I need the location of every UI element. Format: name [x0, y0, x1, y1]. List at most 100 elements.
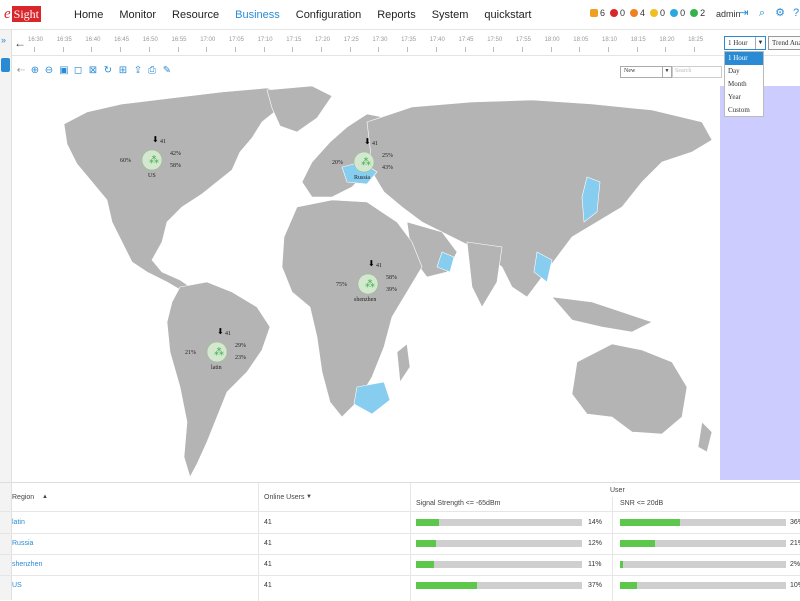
snr-progress-fill	[620, 540, 655, 547]
header-online-users[interactable]: Online Users	[264, 494, 305, 501]
alarm-minor[interactable]: 0	[650, 8, 665, 18]
region-link[interactable]: latin	[12, 519, 25, 526]
back-arrow-icon[interactable]: ←	[14, 36, 26, 50]
header-region[interactable]: Region	[12, 494, 35, 501]
full-screen-icon[interactable]: ◻	[73, 65, 83, 76]
username[interactable]: admin	[716, 9, 741, 19]
site-latin-circle[interactable]	[206, 341, 228, 363]
zoom-in-icon[interactable]: ⊕	[30, 65, 40, 76]
download-icon: ⬇	[364, 137, 371, 146]
timeline-tick	[148, 47, 150, 52]
option-month[interactable]: Month	[728, 80, 747, 88]
edit-icon[interactable]: ✎	[162, 65, 172, 76]
signal-progress-bar	[416, 561, 582, 568]
nav-configuration[interactable]: Configuration	[295, 9, 362, 21]
timeline-tick	[521, 47, 523, 52]
site-shenzhen-circle[interactable]	[357, 273, 379, 295]
timeline-tick-label: 18:00	[544, 37, 560, 43]
column-divider	[410, 483, 411, 601]
row-divider	[0, 533, 800, 534]
header-snr[interactable]: SNR <= 20dB	[620, 500, 664, 507]
alarm-critical[interactable]: 0	[610, 8, 625, 18]
network-node-icon: ⁂	[149, 154, 159, 166]
timeline-tick-label: 17:55	[515, 37, 531, 43]
export-icon[interactable]: ⇪	[133, 65, 143, 76]
snr-progress-fill	[620, 519, 680, 526]
print-icon[interactable]: ⎙	[148, 65, 156, 76]
snr-progress-bar	[620, 561, 786, 568]
nav-business[interactable]: Business	[235, 9, 280, 21]
option-custom[interactable]: Custom	[728, 106, 750, 114]
highlight-oman	[436, 251, 455, 273]
help-icon[interactable]: ?	[792, 7, 800, 19]
snr-progress-bar	[620, 519, 786, 526]
nav-reports[interactable]: Reports	[377, 9, 416, 21]
snr-percent: 36%	[790, 519, 800, 526]
refresh-icon[interactable]: ↻	[103, 65, 113, 76]
sort-icon[interactable]: ▼	[306, 494, 312, 500]
option-1-hour[interactable]: 1 Hour	[725, 52, 763, 65]
site-us-circle[interactable]	[141, 149, 163, 171]
alarm-cleared[interactable]: 2	[690, 8, 705, 18]
time-range-select[interactable]: 1 Hour ▼	[724, 36, 766, 50]
chevron-down-icon[interactable]: ▼	[755, 37, 765, 49]
timeline-tick	[292, 47, 294, 52]
nav-home[interactable]: Home	[74, 9, 104, 21]
map-side-panel	[720, 86, 800, 480]
site-russia-online: 41	[372, 141, 378, 147]
option-year[interactable]: Year	[728, 93, 741, 101]
view-select[interactable]: New ▼	[620, 66, 672, 78]
alarm-info[interactable]: 0	[670, 8, 685, 18]
signal-percent: 37%	[588, 582, 603, 589]
site-markers: ⁂ ⬇ 41 42% 58% 60% US ⁂ ⬇ 41 25% 43% 20%…	[120, 135, 397, 371]
sort-icon[interactable]: ▲	[42, 494, 48, 500]
fit-window-icon[interactable]: ▣	[59, 65, 69, 76]
option-day[interactable]: Day	[728, 67, 740, 75]
expand-icon[interactable]: »	[1, 35, 7, 45]
timeline-tick-label: 16:35	[56, 37, 72, 43]
timeline-tick-label: 18:15	[630, 37, 646, 43]
chevron-down-icon[interactable]: ▼	[662, 67, 671, 77]
search-input[interactable]: Search	[672, 66, 722, 78]
column-divider	[612, 497, 613, 601]
timeline-tick	[694, 47, 696, 52]
timeline-tick	[349, 47, 351, 52]
timeline-tick	[206, 47, 208, 52]
header-signal-strength[interactable]: Signal Strength <= -65dBm	[416, 500, 501, 507]
snr-progress-fill	[620, 582, 637, 589]
timeline-tick-label: 17:30	[372, 37, 388, 43]
alarm-warning[interactable]: 6	[590, 8, 605, 18]
nav-quickstart[interactable]: quickstart	[484, 9, 532, 21]
world-map[interactable]: ⁂ ⬇ 41 42% 58% 60% US ⁂ ⬇ 41 25% 43% 20%…	[12, 82, 800, 480]
site-shenzhen-fail: 75%	[336, 282, 347, 288]
map-toolbar: ⇠ ⊕ ⊖ ▣ ◻ ⊠ ↻ ⊞ ⇪ ⎙ ✎ New ▼ Search	[12, 62, 800, 82]
site-russia-label: Russia	[354, 175, 370, 181]
timeline-tick	[579, 47, 581, 52]
undo-arrow-icon[interactable]: ⇠	[16, 65, 26, 76]
alarm-count: 2	[700, 8, 706, 18]
esight-logo[interactable]: e Sight	[4, 4, 42, 24]
nav-monitor[interactable]: Monitor	[119, 9, 157, 21]
cleared-alarm-icon	[690, 9, 699, 17]
user-settings-icon[interactable]: ⚙	[775, 7, 785, 19]
alarm-major[interactable]: 4	[630, 8, 645, 18]
search-icon[interactable]: ⌕	[758, 7, 766, 19]
online-users-value: 41	[264, 540, 272, 547]
region-link[interactable]: shenzhen	[12, 561, 43, 568]
timeline-tick	[378, 47, 380, 52]
timeline-tick-label: 17:20	[315, 37, 331, 43]
grid-icon[interactable]: ⊞	[118, 65, 128, 76]
nav-system[interactable]: System	[431, 9, 469, 21]
timeline-tick	[91, 47, 93, 52]
region-link[interactable]: Russia	[12, 540, 34, 547]
timeline-tick	[636, 47, 638, 52]
logout-icon[interactable]: ⇥	[739, 7, 749, 19]
info-alarm-icon	[670, 9, 679, 17]
zoom-out-icon[interactable]: ⊖	[44, 65, 54, 76]
close-map-icon[interactable]: ⊠	[88, 65, 98, 76]
trend-analysis-button[interactable]: Trend Ana	[768, 36, 800, 50]
site-russia-circle[interactable]	[353, 151, 375, 173]
nav-resource[interactable]: Resource	[172, 9, 220, 21]
region-link[interactable]: US	[12, 582, 22, 589]
menu-icon[interactable]	[1, 58, 10, 72]
